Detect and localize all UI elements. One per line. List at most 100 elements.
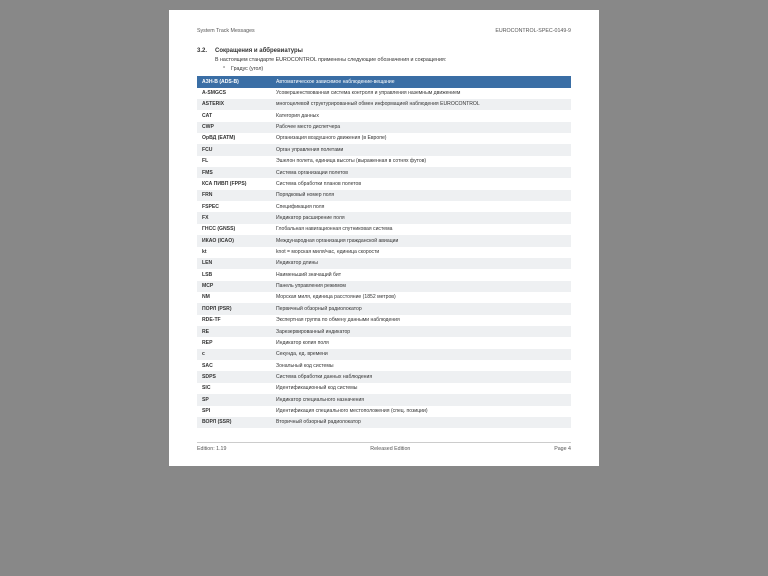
abbr-cell: MCP [197,281,271,292]
abbr-cell: FL [197,156,271,167]
table-row: CATКатегория данных [197,110,571,121]
abbr-cell: ВОРЛ (SSR) [197,417,271,428]
desc-cell: Идентификация специального местоположени… [271,406,571,417]
abbr-cell: RE [197,326,271,337]
desc-cell: Усовершенствованная система контроля и у… [271,88,571,99]
abbr-cell: ASTERIX [197,99,271,110]
abbr-cell: КСА ПИВП (FPPS) [197,178,271,189]
table-row: ktknot = морская миля/час, единица скоро… [197,247,571,258]
table-row: ASTERIXмногоцелевой структурированный об… [197,99,571,110]
section-number: 3.2. [197,48,215,54]
abbr-cell: FMS [197,167,271,178]
desc-cell: Вторичный обзорный радиолокатор [271,417,571,428]
table-row: A-SMGCSУсовершенствованная система контр… [197,88,571,99]
abbr-cell: CAT [197,110,271,121]
desc-cell: Эшелон полета, единица высоты (выраженна… [271,156,571,167]
abbr-cell: ОрВД (EATM) [197,133,271,144]
section-heading: 3.2.Сокращения и аббревиатуры [197,48,571,54]
desc-cell: Экспертная группа по обмену данными набл… [271,315,571,326]
desc-cell: Идентификационный код системы [271,383,571,394]
desc-cell: Система обработки планов полетов [271,178,571,189]
abbreviations-table: АЗН-В (ADS-B)Автоматическое зависимое на… [197,76,571,428]
degree-label: Градус (угол) [231,66,263,72]
desc-cell: многоцелевой структурированный обмен инф… [271,99,571,110]
table-row: SICИдентификационный код системы [197,383,571,394]
document-page: System Track Messages EUROCONTROL-SPEC-0… [169,10,599,466]
abbr-cell: kt [197,247,271,258]
desc-cell: Индикатор длины [271,258,571,269]
table-row: сСекунда, ед. времени [197,349,571,360]
abbr-cell: LEN [197,258,271,269]
desc-cell: Рабочее место диспетчера [271,122,571,133]
desc-cell: Секунда, ед. времени [271,349,571,360]
table-row: ИКАО (ICAO)Международная организация гра… [197,235,571,246]
page-header: System Track Messages EUROCONTROL-SPEC-0… [197,28,571,34]
table-row: CWPРабочее место диспетчера [197,122,571,133]
desc-cell: Система обработки данных наблюдения [271,371,571,382]
table-row: ПОРЛ (PSR)Первичный обзорный радиолокато… [197,303,571,314]
table-row: SACЗональный код системы [197,360,571,371]
table-row: REPИндикатор копия поля [197,337,571,348]
table-row: NMМорская миля, единица расстояние (1852… [197,292,571,303]
desc-cell: Глобальная навигационная спутниковая сис… [271,224,571,235]
desc-cell: Система организации полетов [271,167,571,178]
desc-cell: Категория данных [271,110,571,121]
table-row: FCUОрган управления полетами [197,144,571,155]
table-row: MCPПанель управления режимом [197,281,571,292]
table-row: FRNПорядковый номер поля [197,190,571,201]
footer-right: Page 4 [554,446,571,452]
abbr-cell: SDPS [197,371,271,382]
table-row: ВОРЛ (SSR)Вторичный обзорный радиолокато… [197,417,571,428]
abbr-cell: ПОРЛ (PSR) [197,303,271,314]
footer-left: Edition: 1.19 [197,446,226,452]
desc-cell: Зональный код системы [271,360,571,371]
page-footer: Edition: 1.19 Released Edition Page 4 [197,442,571,452]
degree-line: ° Градус (угол) [223,66,571,72]
abbr-cell: ГНСС (GNSS) [197,224,271,235]
abbr-cell: FRN [197,190,271,201]
desc-cell: Панель управления режимом [271,281,571,292]
table-row: SPИндикатор специального назначения [197,394,571,405]
abbr-cell: SP [197,394,271,405]
abbr-cell: ИКАО (ICAO) [197,235,271,246]
abbr-cell: SAC [197,360,271,371]
footer-center: Released Edition [370,446,410,452]
abbr-cell: с [197,349,271,360]
table-row: АЗН-В (ADS-B)Автоматическое зависимое на… [197,76,571,87]
table-row: FLЭшелон полета, единица высоты (выражен… [197,156,571,167]
section-intro: В настоящем стандарте EUROCONTROL примен… [215,57,571,64]
table-row: FSPECСпецификация поля [197,201,571,212]
abbr-cell: REP [197,337,271,348]
desc-cell: Зарезервированный индикатор [271,326,571,337]
desc-cell: Порядковый номер поля [271,190,571,201]
abbr-cell: SIC [197,383,271,394]
desc-cell: Морская миля, единица расстояние (1852 м… [271,292,571,303]
table-row: ОрВД (EATM)Организация воздушного движен… [197,133,571,144]
abbr-cell: A-SMGCS [197,88,271,99]
desc-cell: Индикатор специального назначения [271,394,571,405]
desc-cell: Спецификация поля [271,201,571,212]
abbr-cell: FSPEC [197,201,271,212]
desc-cell: Международная организация гражданской ав… [271,235,571,246]
desc-cell: Автоматическое зависимое наблюдение-веща… [271,76,571,87]
abbr-cell: SPI [197,406,271,417]
abbr-cell: CWP [197,122,271,133]
abbr-cell: АЗН-В (ADS-B) [197,76,271,87]
desc-cell: Орган управления полетами [271,144,571,155]
degree-symbol: ° [223,66,225,72]
abbr-cell: NM [197,292,271,303]
desc-cell: Наименьший значащий бит [271,269,571,280]
header-right: EUROCONTROL-SPEC-0149-9 [495,28,571,34]
table-row: SDPSСистема обработки данных наблюдения [197,371,571,382]
table-row: LENИндикатор длины [197,258,571,269]
desc-cell: knot = морская миля/час, единица скорост… [271,247,571,258]
header-left: System Track Messages [197,28,255,34]
section-title: Сокращения и аббревиатуры [215,48,303,54]
table-row: КСА ПИВП (FPPS)Система обработки планов … [197,178,571,189]
abbr-cell: RDE-TF [197,315,271,326]
desc-cell: Организация воздушного движения (в Европ… [271,133,571,144]
table-row: REЗарезервированный индикатор [197,326,571,337]
table-row: FMSСистема организации полетов [197,167,571,178]
table-row: SPIИдентификация специального местополож… [197,406,571,417]
desc-cell: Первичный обзорный радиолокатор [271,303,571,314]
